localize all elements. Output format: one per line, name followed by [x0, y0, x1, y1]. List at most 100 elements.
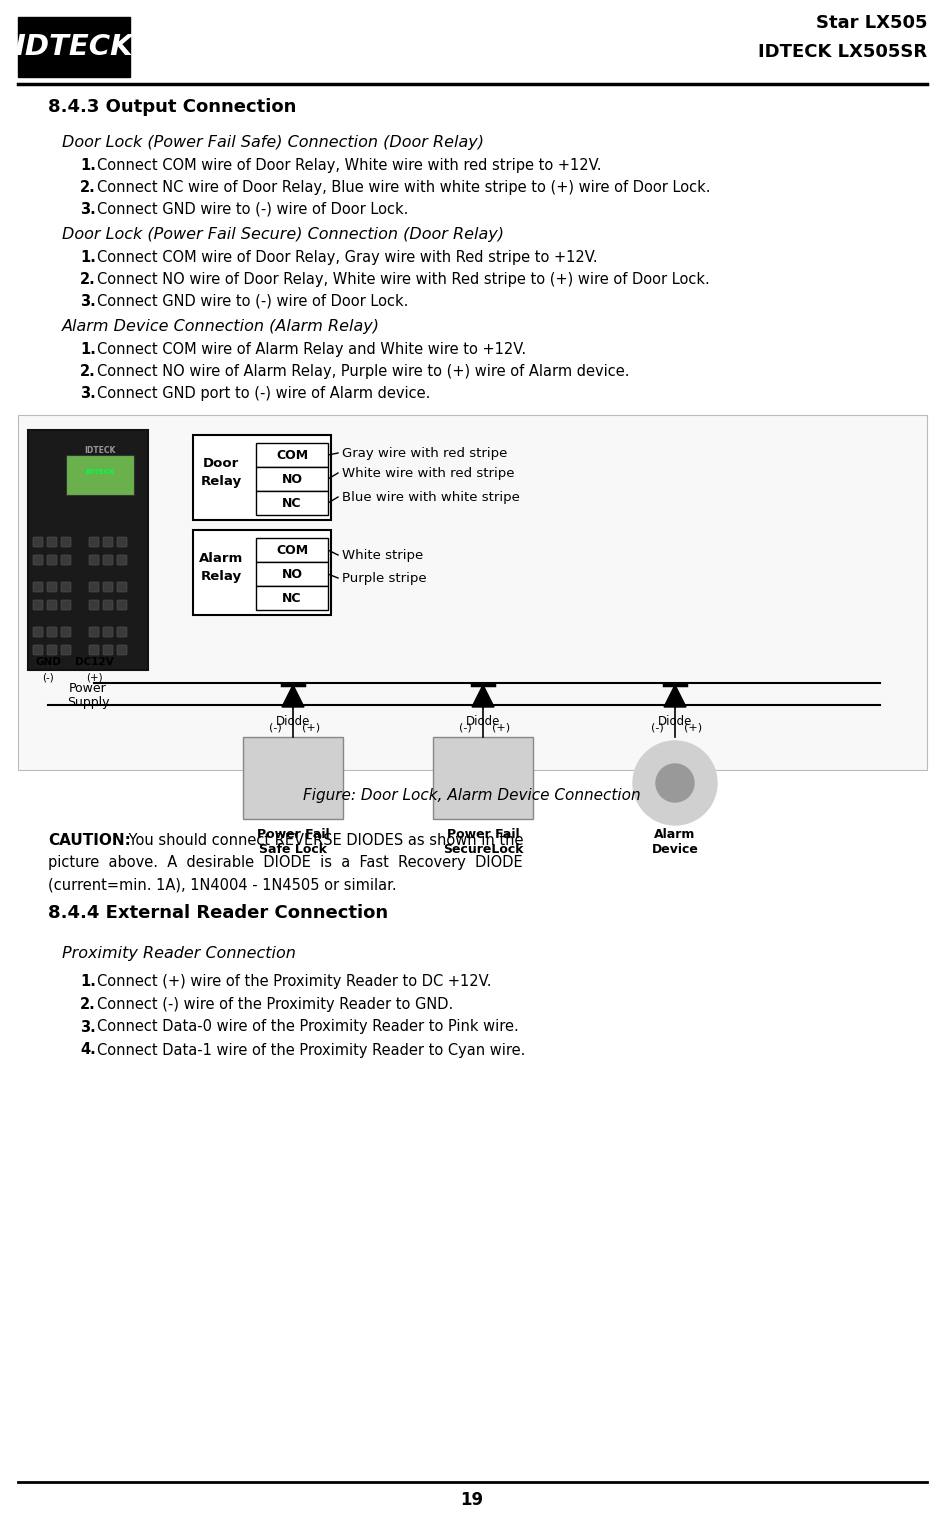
- FancyBboxPatch shape: [117, 645, 126, 655]
- Text: Connect Data-0 wire of the Proximity Reader to Pink wire.: Connect Data-0 wire of the Proximity Rea…: [97, 1019, 518, 1035]
- Circle shape: [632, 740, 716, 825]
- Text: 3.: 3.: [80, 202, 95, 217]
- FancyBboxPatch shape: [47, 627, 57, 637]
- Text: IDTECK: IDTECK: [84, 446, 115, 455]
- Text: White wire with red stripe: White wire with red stripe: [342, 467, 514, 479]
- Text: (-): (-): [42, 672, 54, 683]
- Text: 3.: 3.: [80, 293, 95, 308]
- FancyBboxPatch shape: [89, 645, 99, 655]
- Text: You should connect REVERSE DIODES as shown in the: You should connect REVERSE DIODES as sho…: [124, 833, 523, 848]
- Text: Connect GND port to (-) wire of Alarm device.: Connect GND port to (-) wire of Alarm de…: [97, 385, 430, 400]
- FancyBboxPatch shape: [33, 583, 43, 592]
- FancyBboxPatch shape: [103, 555, 113, 564]
- Text: DC12V: DC12V: [75, 657, 113, 667]
- Text: (+): (+): [683, 722, 701, 733]
- Text: Power Fail: Power Fail: [447, 827, 519, 840]
- Text: Purple stripe: Purple stripe: [342, 572, 426, 584]
- FancyBboxPatch shape: [103, 627, 113, 637]
- Text: NO: NO: [281, 472, 302, 485]
- FancyBboxPatch shape: [66, 455, 134, 495]
- FancyBboxPatch shape: [33, 601, 43, 610]
- Text: Connect GND wire to (-) wire of Door Lock.: Connect GND wire to (-) wire of Door Loc…: [97, 202, 408, 217]
- Text: NC: NC: [282, 496, 301, 510]
- FancyBboxPatch shape: [61, 601, 71, 610]
- Text: Door Lock (Power Fail Secure) Connection (Door Relay): Door Lock (Power Fail Secure) Connection…: [62, 226, 503, 241]
- Text: GND: GND: [35, 657, 60, 667]
- Text: 2.: 2.: [80, 364, 95, 379]
- Text: Power Fail: Power Fail: [257, 827, 329, 840]
- Text: Connect NO wire of Door Relay, White wire with Red stripe to (+) wire of Door Lo: Connect NO wire of Door Relay, White wir…: [97, 272, 709, 287]
- FancyBboxPatch shape: [47, 645, 57, 655]
- FancyBboxPatch shape: [89, 583, 99, 592]
- FancyBboxPatch shape: [89, 627, 99, 637]
- Text: Connect COM wire of Door Relay, White wire with red stripe to +12V.: Connect COM wire of Door Relay, White wi…: [97, 158, 601, 173]
- Text: Alarm: Alarm: [653, 827, 695, 840]
- FancyBboxPatch shape: [47, 555, 57, 564]
- FancyBboxPatch shape: [28, 429, 148, 671]
- FancyBboxPatch shape: [103, 583, 113, 592]
- Text: CAUTION:: CAUTION:: [48, 833, 130, 848]
- Text: (-): (-): [458, 722, 471, 733]
- Text: Diode: Diode: [276, 715, 310, 728]
- FancyBboxPatch shape: [89, 555, 99, 564]
- FancyBboxPatch shape: [256, 492, 328, 514]
- FancyBboxPatch shape: [103, 537, 113, 548]
- Text: 3.: 3.: [80, 1019, 95, 1035]
- Text: (-): (-): [268, 722, 281, 733]
- Text: 4.: 4.: [80, 1042, 95, 1057]
- Text: 1.: 1.: [80, 249, 95, 264]
- Text: COM: COM: [276, 449, 308, 461]
- Text: Connect GND wire to (-) wire of Door Lock.: Connect GND wire to (-) wire of Door Loc…: [97, 293, 408, 308]
- Text: NO: NO: [281, 567, 302, 581]
- Text: Power: Power: [69, 681, 107, 695]
- Text: 2.: 2.: [80, 179, 95, 194]
- Polygon shape: [281, 686, 304, 707]
- Text: Connect NO wire of Alarm Relay, Purple wire to (+) wire of Alarm device.: Connect NO wire of Alarm Relay, Purple w…: [97, 364, 629, 379]
- Text: Figure: Door Lock, Alarm Device Connection: Figure: Door Lock, Alarm Device Connecti…: [303, 787, 640, 802]
- Text: (current=min. 1A), 1N4004 - 1N4505 or similar.: (current=min. 1A), 1N4004 - 1N4505 or si…: [48, 877, 396, 892]
- Text: 1.: 1.: [80, 974, 95, 989]
- FancyBboxPatch shape: [33, 555, 43, 564]
- FancyBboxPatch shape: [256, 586, 328, 610]
- FancyBboxPatch shape: [89, 601, 99, 610]
- Text: IDTECK LX505SR: IDTECK LX505SR: [757, 42, 926, 61]
- Text: Connect COM wire of Alarm Relay and White wire to +12V.: Connect COM wire of Alarm Relay and Whit…: [97, 341, 526, 356]
- FancyBboxPatch shape: [117, 537, 126, 548]
- FancyBboxPatch shape: [103, 601, 113, 610]
- FancyBboxPatch shape: [256, 443, 328, 467]
- Text: 2.: 2.: [80, 272, 95, 287]
- Text: Star LX505: Star LX505: [815, 14, 926, 32]
- Text: COM: COM: [276, 543, 308, 557]
- FancyBboxPatch shape: [47, 601, 57, 610]
- Text: IDTECK: IDTECK: [85, 469, 114, 475]
- Text: (+): (+): [302, 722, 320, 733]
- Text: Relay: Relay: [200, 569, 242, 583]
- Text: (+): (+): [492, 722, 510, 733]
- FancyBboxPatch shape: [61, 555, 71, 564]
- FancyBboxPatch shape: [256, 539, 328, 561]
- FancyBboxPatch shape: [61, 583, 71, 592]
- FancyBboxPatch shape: [18, 17, 130, 77]
- FancyBboxPatch shape: [61, 645, 71, 655]
- FancyBboxPatch shape: [256, 561, 328, 586]
- Text: Connect COM wire of Door Relay, Gray wire with Red stripe to +12V.: Connect COM wire of Door Relay, Gray wir…: [97, 249, 597, 264]
- Text: Safe Lock: Safe Lock: [259, 842, 327, 856]
- FancyBboxPatch shape: [103, 645, 113, 655]
- Polygon shape: [664, 686, 685, 707]
- Text: 1.: 1.: [80, 341, 95, 356]
- Text: 2.: 2.: [80, 997, 95, 1012]
- Text: 19: 19: [460, 1491, 483, 1509]
- Text: Proximity Reader Connection: Proximity Reader Connection: [62, 945, 295, 960]
- FancyBboxPatch shape: [33, 537, 43, 548]
- Text: (+): (+): [86, 672, 102, 683]
- Text: Device: Device: [650, 842, 698, 856]
- FancyBboxPatch shape: [117, 555, 126, 564]
- FancyBboxPatch shape: [117, 601, 126, 610]
- FancyBboxPatch shape: [61, 537, 71, 548]
- Text: Relay: Relay: [200, 475, 242, 487]
- Text: Alarm: Alarm: [198, 552, 243, 564]
- Text: (-): (-): [649, 722, 663, 733]
- FancyBboxPatch shape: [243, 737, 343, 819]
- FancyBboxPatch shape: [193, 529, 330, 614]
- FancyBboxPatch shape: [432, 737, 532, 819]
